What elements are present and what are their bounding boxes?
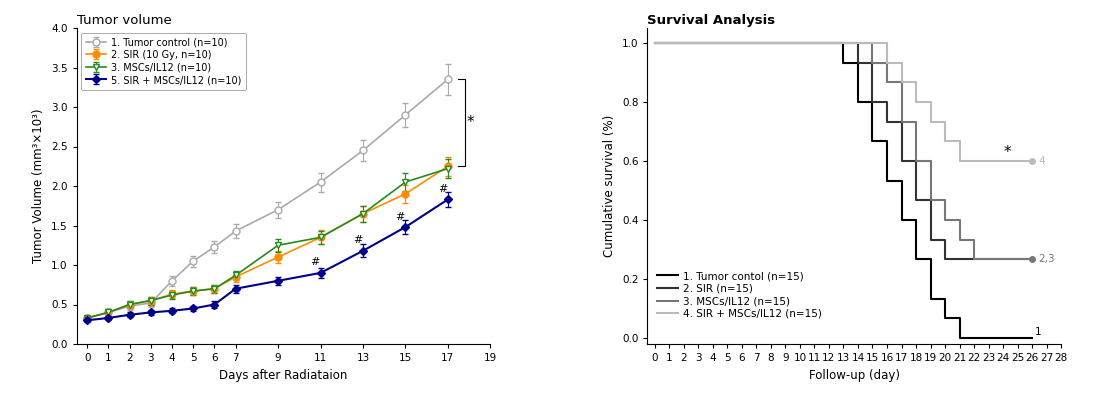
X-axis label: Days after Radiataion: Days after Radiataion — [219, 368, 348, 382]
Legend: 1. Tumor control (n=10), 2. SIR (10 Gy, n=10), 3. MSCs/IL12 (n=10), 5. SIR + MSC: 1. Tumor control (n=10), 2. SIR (10 Gy, … — [81, 33, 246, 90]
Text: 4: 4 — [1038, 156, 1045, 166]
Text: Survival Analysis: Survival Analysis — [648, 14, 776, 27]
Text: #: # — [311, 257, 319, 267]
Y-axis label: Tumor Volume (mm³×10³): Tumor Volume (mm³×10³) — [33, 109, 45, 263]
Text: 1: 1 — [1035, 327, 1041, 337]
Text: 2,3: 2,3 — [1038, 254, 1055, 264]
Text: #: # — [438, 184, 447, 194]
X-axis label: Follow-up (day): Follow-up (day) — [808, 368, 900, 382]
Text: *: * — [467, 115, 475, 130]
Text: #: # — [353, 235, 362, 245]
Y-axis label: Cumulative survival (%): Cumulative survival (%) — [604, 115, 616, 257]
Text: #: # — [395, 212, 405, 222]
Legend: 1. Tumor contol (n=15), 2. SIR (n=15), 3. MSCs/IL12 (n=15), 4. SIR + MSCs/IL12 (: 1. Tumor contol (n=15), 2. SIR (n=15), 3… — [653, 267, 826, 323]
Text: *: * — [1003, 144, 1011, 160]
Text: Tumor volume: Tumor volume — [77, 14, 172, 27]
